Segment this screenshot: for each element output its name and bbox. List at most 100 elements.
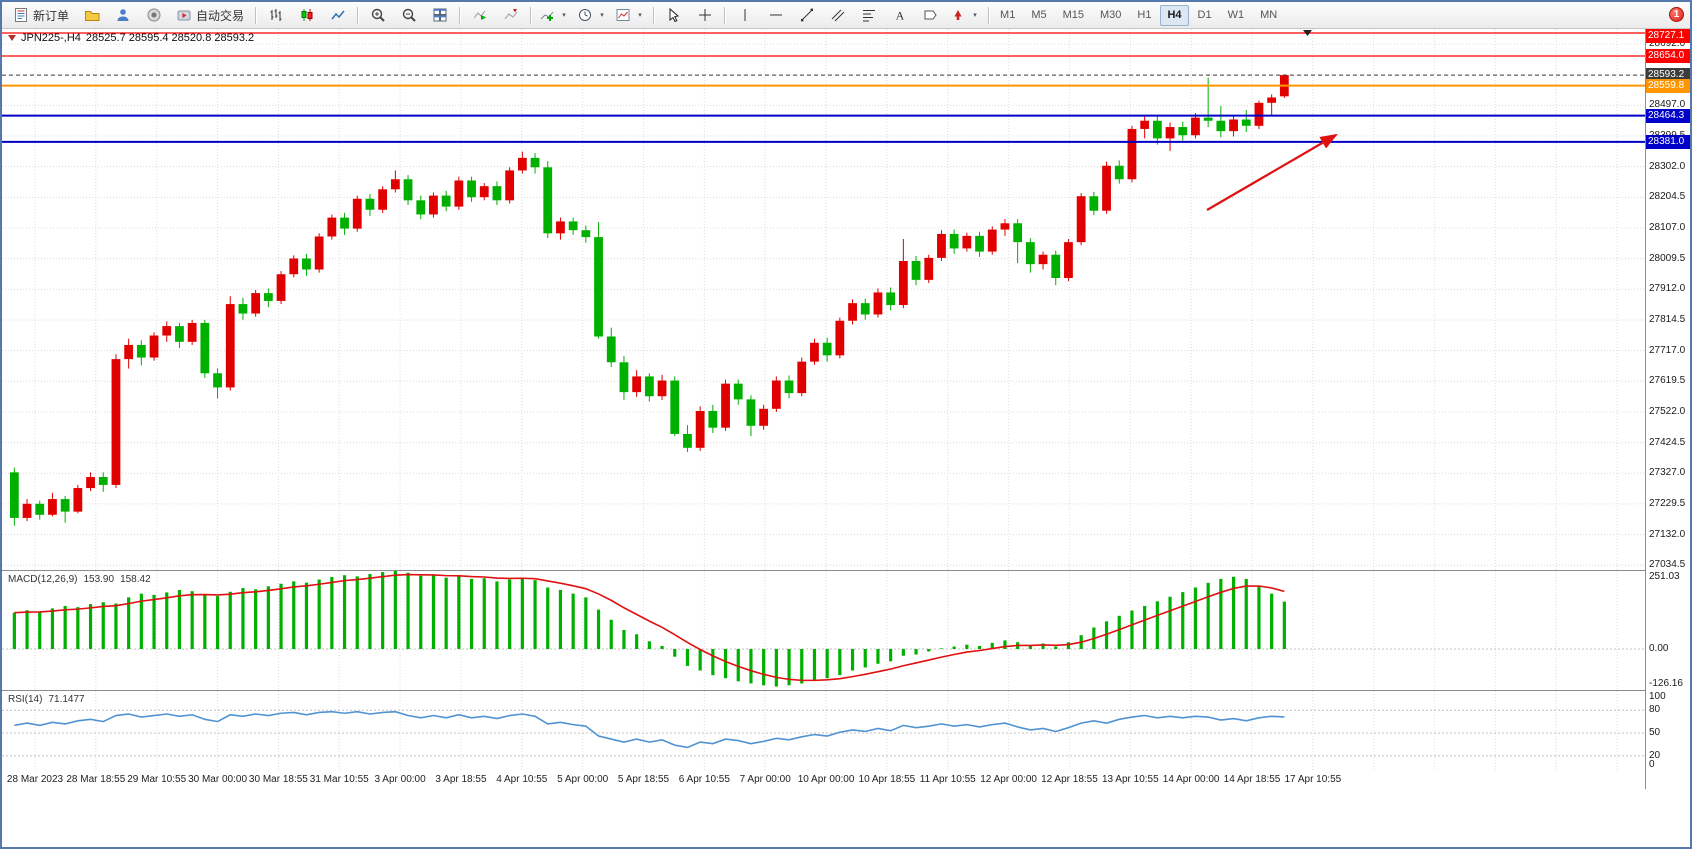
line-chart-button[interactable] xyxy=(322,4,353,27)
folder-icon xyxy=(84,11,100,21)
price-badge: 28559.8 xyxy=(1646,78,1690,93)
fibonacci-button[interactable] xyxy=(853,4,884,27)
vertical-line-icon xyxy=(744,9,746,21)
price-badge: 28654.0 xyxy=(1646,48,1690,63)
time-label: 31 Mar 10:55 xyxy=(309,774,369,785)
vertical-line-button[interactable] xyxy=(729,4,760,27)
time-label: 6 Apr 10:55 xyxy=(678,774,730,785)
line-chart-icon xyxy=(330,10,345,20)
window-filler xyxy=(2,789,1690,847)
label-tool-button[interactable] xyxy=(915,4,946,27)
fibonacci-icon xyxy=(862,10,875,22)
cursor-button[interactable] xyxy=(658,4,689,27)
main-chart-canvas[interactable] xyxy=(2,29,1645,570)
macd-name: MACD(12,26,9) xyxy=(8,574,78,585)
price-axis-label: 27132.0 xyxy=(1649,528,1686,540)
toolbar-separator xyxy=(988,6,990,24)
time-label: 30 Mar 18:55 xyxy=(248,774,308,785)
time-label: 29 Mar 10:55 xyxy=(127,774,187,785)
crosshair-button[interactable] xyxy=(689,4,720,27)
cursor-icon xyxy=(669,7,679,23)
price-axis-label: 27619.5 xyxy=(1649,375,1686,387)
speaker-icon xyxy=(147,8,161,22)
chevron-down-icon: ▾ xyxy=(973,12,977,19)
candlestick-chart-button[interactable] xyxy=(291,4,322,27)
tile-windows-button[interactable] xyxy=(424,4,455,27)
zoom-out-button[interactable] xyxy=(393,4,424,27)
time-label: 17 Apr 10:55 xyxy=(1284,774,1342,785)
horizontal-line-icon xyxy=(769,14,782,16)
auto-trading-button[interactable]: 自动交易 xyxy=(169,4,251,27)
auto-scroll-icon xyxy=(473,10,486,20)
channel-button[interactable] xyxy=(822,4,853,27)
bar-chart-button[interactable] xyxy=(260,4,291,27)
arrows-tool-button[interactable]: ▾ xyxy=(946,4,984,27)
timeframe-button-M30[interactable]: M30 xyxy=(1100,9,1122,21)
zoom-in-button[interactable] xyxy=(362,4,393,27)
rsi-label: RSI(14) 71.1477 xyxy=(8,694,85,705)
templates-button[interactable]: ▾ xyxy=(611,4,649,27)
timeframe-button-W1[interactable]: W1 xyxy=(1227,9,1245,21)
text-icon: A xyxy=(895,9,904,23)
new-order-button[interactable]: 新订单 xyxy=(6,4,76,27)
time-label: 4 Apr 10:55 xyxy=(496,774,548,785)
price-badge: 28464.3 xyxy=(1646,108,1690,123)
toolbar-separator xyxy=(357,6,359,24)
macd-panel-canvas[interactable] xyxy=(2,571,1645,690)
time-axis[interactable]: 28 Mar 2023 28 Mar 18:55 29 Mar 10:55 30 Ma… xyxy=(2,771,1645,789)
toolbar-separator xyxy=(255,6,257,24)
panel-divider[interactable] xyxy=(2,690,1690,691)
time-label: 13 Apr 10:55 xyxy=(1101,774,1159,785)
time-label: 30 Mar 00:00 xyxy=(188,774,248,785)
market-watch-button[interactable] xyxy=(107,4,138,27)
trendline-button[interactable] xyxy=(791,4,822,27)
candlestick-icon xyxy=(301,9,313,21)
rsi-axis-label: 50 xyxy=(1649,727,1661,738)
indicators-button[interactable]: ▾ xyxy=(535,4,573,27)
timeframe-button-D1[interactable]: D1 xyxy=(1197,9,1212,21)
timeframe-button-M1[interactable]: M1 xyxy=(1000,9,1016,21)
terminal-button[interactable] xyxy=(138,4,169,27)
chart-shift-button[interactable] xyxy=(495,4,526,27)
time-label: 10 Apr 18:55 xyxy=(858,774,916,785)
time-label: 3 Apr 18:55 xyxy=(435,774,487,785)
price-badge: 28727.1 xyxy=(1646,29,1690,43)
rsi-panel-canvas[interactable] xyxy=(2,691,1645,771)
rsi-name: RSI(14) xyxy=(8,694,43,705)
timeframe-button-M5[interactable]: M5 xyxy=(1031,9,1047,21)
indicators-icon xyxy=(540,11,554,21)
time-label: 12 Apr 18:55 xyxy=(1041,774,1098,785)
horizontal-line-button[interactable] xyxy=(760,4,791,27)
auto-trading-label: 自动交易 xyxy=(196,8,245,23)
chart-frame: JPN225-,H4 28525.7 28595.4 28520.8 28593… xyxy=(2,29,1690,789)
time-label: 14 Apr 18:55 xyxy=(1223,774,1281,785)
timeframe-button-H4[interactable]: H4 xyxy=(1160,4,1189,26)
text-tool-button[interactable]: A xyxy=(884,4,915,27)
panel-divider[interactable] xyxy=(2,570,1690,571)
time-label: 10 Apr 00:00 xyxy=(797,774,855,785)
new-order-label: 新订单 xyxy=(33,8,70,23)
timeframe-button-M15[interactable]: M15 xyxy=(1062,9,1084,21)
price-axis-label: 27229.5 xyxy=(1649,497,1686,509)
periods-button[interactable]: ▾ xyxy=(573,4,611,27)
macd-axis-label: 0.00 xyxy=(1649,643,1669,654)
time-label: 5 Apr 18:55 xyxy=(617,774,670,785)
time-label: 5 Apr 00:00 xyxy=(557,774,609,785)
notification-badge[interactable]: 1 xyxy=(1669,7,1684,22)
channel-icon xyxy=(831,9,844,22)
price-axis[interactable]: 28692.028594.528497.028399.528302.028204… xyxy=(1645,29,1690,789)
template-icon xyxy=(616,9,630,21)
time-label: 14 Apr 00:00 xyxy=(1162,774,1220,785)
timeframe-button-H1[interactable]: H1 xyxy=(1137,9,1152,21)
price-axis-label: 28009.5 xyxy=(1649,252,1686,264)
time-label: 28 Mar 2023 xyxy=(6,774,64,785)
time-label: 3 Apr 00:00 xyxy=(374,774,426,785)
auto-trading-icon xyxy=(177,10,191,21)
profiles-button[interactable] xyxy=(76,4,107,27)
timeframe-button-MN[interactable]: MN xyxy=(1260,9,1278,21)
price-axis-label: 27327.0 xyxy=(1649,467,1686,479)
auto-scroll-button[interactable] xyxy=(464,4,495,27)
macd-axis-label: -126.16 xyxy=(1649,678,1683,689)
toolbar-separator xyxy=(724,6,726,24)
price-axis-label: 27522.0 xyxy=(1649,405,1686,417)
